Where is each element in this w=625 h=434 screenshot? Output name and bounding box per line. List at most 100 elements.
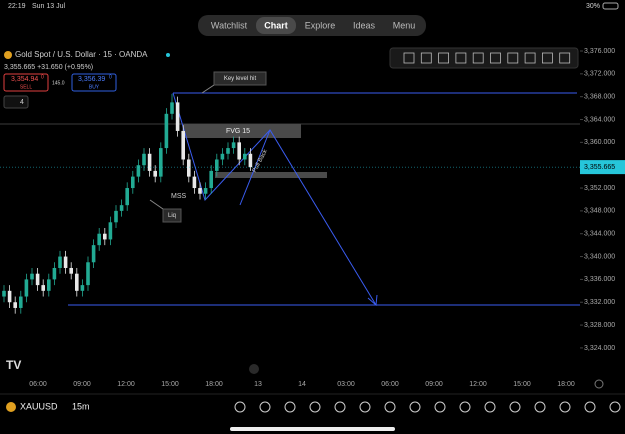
tool-icon[interactable] bbox=[420, 52, 432, 64]
toolbar-icon[interactable] bbox=[359, 401, 371, 413]
y-tick-label: 3,328.000 bbox=[584, 322, 615, 329]
footer-symbol[interactable]: XAUUSD bbox=[20, 401, 58, 411]
liq-box bbox=[162, 208, 182, 223]
buy-button[interactable] bbox=[71, 73, 117, 92]
toolbar-icon[interactable] bbox=[534, 401, 546, 413]
collapse-button[interactable] bbox=[3, 95, 29, 109]
y-tick-label: 3,344.000 bbox=[584, 231, 615, 238]
x-tick-label: 15:00 bbox=[513, 381, 531, 388]
live-dot bbox=[166, 53, 170, 57]
symbol-title: Gold Spot / U.S. Dollar · 15 · OANDA bbox=[15, 50, 148, 59]
home-indicator bbox=[230, 427, 395, 431]
liq-pointer bbox=[149, 199, 164, 210]
candle-body bbox=[114, 210, 118, 223]
toolbar-icon[interactable] bbox=[409, 401, 421, 413]
toolbar-icon[interactable] bbox=[509, 401, 521, 413]
battery-icon bbox=[602, 2, 619, 10]
flash-icon[interactable] bbox=[249, 364, 259, 374]
tool-icon[interactable] bbox=[403, 52, 415, 64]
buy-price: 3,356.39 bbox=[78, 76, 105, 83]
nav-bar bbox=[198, 15, 426, 36]
tool-icon[interactable] bbox=[472, 52, 484, 64]
y-tick-label: 3,336.000 bbox=[584, 276, 615, 283]
footer-symbol-icon bbox=[6, 402, 16, 412]
candle-body bbox=[47, 279, 51, 291]
nav-tab[interactable]: Explore bbox=[305, 20, 336, 30]
nav-tab[interactable]: Chart bbox=[264, 20, 288, 30]
toolbar-icon[interactable] bbox=[309, 401, 321, 413]
plot: 3,376.000 3,372.000 3,368.000 3,364.000 3,36… bbox=[0, 48, 625, 388]
sell-label: SELL bbox=[20, 84, 32, 90]
candle-body bbox=[226, 148, 230, 154]
spread: 145.0 bbox=[52, 80, 65, 86]
nav-tab[interactable]: Ideas bbox=[353, 20, 376, 30]
active-tab bbox=[256, 17, 296, 34]
x-tick-label: 09:00 bbox=[73, 381, 91, 388]
candle-body bbox=[192, 176, 197, 189]
fvg-label: FVG 15 bbox=[226, 128, 250, 135]
settings-icon[interactable] bbox=[594, 379, 604, 389]
tool-icon[interactable] bbox=[438, 52, 450, 64]
bottom-icons bbox=[234, 401, 621, 413]
candle-body bbox=[97, 233, 101, 246]
toolbar-icon[interactable] bbox=[434, 401, 446, 413]
y-tick-label: 3,332.000 bbox=[584, 299, 615, 306]
candle-body bbox=[181, 130, 185, 160]
sell-button[interactable] bbox=[3, 73, 49, 92]
indicator-count: 4 bbox=[20, 99, 24, 106]
tool-icon[interactable] bbox=[490, 52, 501, 64]
toolbar-icon[interactable] bbox=[234, 401, 246, 413]
toolbar-icon[interactable] bbox=[609, 401, 621, 413]
candle-body bbox=[119, 205, 124, 211]
candle-body bbox=[24, 279, 29, 297]
y-tick-label: 3,372.000 bbox=[584, 71, 615, 78]
nav-tab[interactable]: Watchlist bbox=[211, 20, 248, 30]
key-level-pointer bbox=[201, 84, 215, 94]
candle-body bbox=[142, 153, 146, 166]
candle-body bbox=[19, 296, 23, 308]
toolbar-icon[interactable] bbox=[259, 401, 271, 413]
buy-sup: 0 bbox=[109, 74, 112, 80]
candle-body bbox=[108, 222, 113, 240]
y-tick-label: 3,368.000 bbox=[584, 94, 615, 101]
nav-tab[interactable]: Menu bbox=[393, 20, 416, 30]
candle-body bbox=[220, 153, 225, 160]
candle-body bbox=[63, 256, 68, 268]
toolbar-icon[interactable] bbox=[459, 401, 471, 413]
symbol-icon bbox=[4, 51, 12, 59]
buy-label: BUY bbox=[89, 84, 100, 90]
y-tick-label: 3,376.000 bbox=[584, 48, 615, 55]
candle-body bbox=[231, 142, 236, 149]
x-tick-label: 12:00 bbox=[117, 381, 135, 388]
mss-label: MSS bbox=[171, 193, 187, 200]
toolbar-icon[interactable] bbox=[559, 401, 571, 413]
y-tick-label: 3,352.000 bbox=[584, 185, 615, 192]
tool-icon[interactable] bbox=[559, 52, 571, 64]
x-tick-label: 06:00 bbox=[29, 381, 47, 388]
toolbar-icon[interactable] bbox=[284, 401, 296, 413]
footer-interval[interactable]: 15m bbox=[72, 401, 90, 411]
candle-body bbox=[131, 176, 135, 189]
x-tick-label: 13 bbox=[254, 381, 262, 388]
candle-body bbox=[147, 153, 152, 171]
toolbar-icon[interactable] bbox=[384, 401, 396, 413]
tool-icon[interactable] bbox=[507, 52, 519, 64]
battery: 30% bbox=[586, 3, 600, 10]
toolbar-icon[interactable] bbox=[484, 401, 496, 413]
last-price-label: 3,355.665 bbox=[584, 164, 615, 171]
tool-icon[interactable] bbox=[524, 52, 536, 64]
toolbar-icon[interactable] bbox=[584, 401, 596, 413]
candle-body bbox=[248, 153, 253, 168]
candle-body bbox=[75, 273, 79, 291]
tool-icon[interactable] bbox=[455, 52, 467, 64]
x-tick-label: 03:00 bbox=[337, 381, 355, 388]
candle-body bbox=[187, 159, 191, 177]
pullback-line bbox=[239, 129, 271, 206]
tool-icon[interactable] bbox=[542, 52, 553, 64]
sell-price: 3,354.94 bbox=[11, 76, 38, 83]
candle-body bbox=[30, 273, 34, 280]
candle-body bbox=[159, 148, 163, 177]
x-tick-label: 06:00 bbox=[381, 381, 399, 388]
toolbar-icon[interactable] bbox=[334, 401, 346, 413]
